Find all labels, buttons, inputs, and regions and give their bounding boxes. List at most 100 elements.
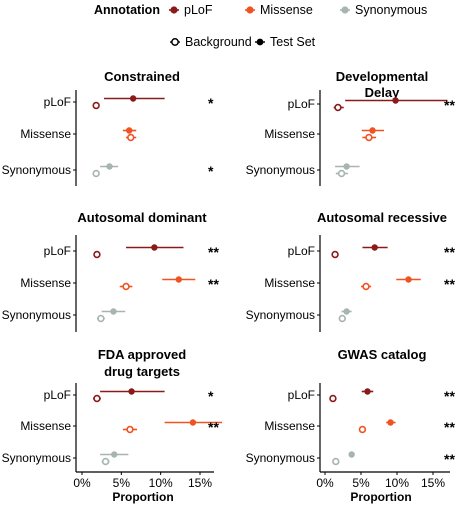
legend-item-missense: Missense <box>245 3 313 17</box>
chart-panels: ConstrainedpLoFMissenseSynonymous**Devel… <box>2 69 456 504</box>
category-label: Synonymous <box>246 163 315 177</box>
background-point <box>338 314 346 323</box>
category-label: Synonymous <box>2 451 71 465</box>
background-point <box>127 133 135 142</box>
category-label: Synonymous <box>2 308 71 322</box>
background-point <box>92 101 100 110</box>
legend-label-missense: Missense <box>260 3 313 17</box>
background-point <box>358 425 367 434</box>
test-set-marker-icon <box>256 38 264 46</box>
category-label: Missense <box>264 419 315 433</box>
panel-title: FDA approved <box>98 347 186 362</box>
panel-autosomal-recessive: Autosomal recessive pLoF Missense Synonymou… <box>246 210 455 332</box>
significance-label: ** <box>208 419 219 435</box>
significance-label: * <box>208 95 214 111</box>
background-point <box>365 133 373 142</box>
background-point <box>93 394 101 403</box>
category-label: Synonymous <box>246 451 315 465</box>
test-point <box>371 244 378 251</box>
significance-label: * <box>208 163 214 179</box>
panel-gwas-catalog: GWAS catalog pLoF Missense Synonymous ** ** **… <box>246 347 456 504</box>
background-point <box>92 169 100 178</box>
category-label: pLoF <box>288 388 315 402</box>
legend: Annotation pLoF Missense Synonymous Backgrou… <box>94 3 427 49</box>
test-point <box>348 451 355 458</box>
legend-label-set: Test Set <box>270 35 316 49</box>
panel-title: Delay <box>365 85 400 100</box>
background-point <box>362 282 370 291</box>
background-marker-icon <box>171 38 179 46</box>
legend-label-set: Background <box>185 35 252 49</box>
significance-label: ** <box>208 276 219 292</box>
category-label: Missense <box>20 276 71 290</box>
category-label: pLoF <box>44 244 71 258</box>
test-point <box>189 419 197 426</box>
test-point <box>364 388 371 395</box>
significance-label: ** <box>444 451 455 467</box>
legend-item-plof: pLoF <box>169 3 213 17</box>
background-point <box>337 169 346 178</box>
panel-title: Constrained <box>104 69 180 84</box>
panel-title: drug targets <box>104 364 180 379</box>
significance-label: * <box>208 388 214 404</box>
category-label: pLoF <box>44 95 71 109</box>
significance-label: ** <box>444 244 455 260</box>
legend-label-synonymous: Synonymous <box>355 3 427 17</box>
test-point <box>392 97 399 104</box>
test-point <box>110 308 117 315</box>
background-point <box>334 103 342 112</box>
panel-fda-approved-drug-targets: FDA approved drug targets pLoF Missense Syno… <box>2 347 223 504</box>
legend-title: Annotation <box>94 3 160 17</box>
background-point <box>329 394 337 403</box>
significance-label: ** <box>444 97 455 113</box>
panel-title: Developmental <box>336 69 428 84</box>
background-point <box>101 457 110 466</box>
test-point <box>369 127 376 134</box>
legend-dot-missense <box>246 6 254 14</box>
background-point <box>122 282 130 291</box>
category-label: Missense <box>264 276 315 290</box>
significance-label: ** <box>208 244 219 260</box>
background-point <box>331 250 339 259</box>
x-tick-label: 0% <box>73 476 91 490</box>
legend-item-synonymous: Synonymous <box>340 3 427 17</box>
test-point <box>111 451 118 458</box>
x-tick-label: 10% <box>385 476 409 490</box>
panel-title: Autosomal dominant <box>77 210 207 225</box>
test-point <box>129 95 137 102</box>
x-tick-label: 5% <box>352 476 370 490</box>
x-axis-title: Proportion <box>350 490 411 504</box>
significance-label: ** <box>444 388 455 404</box>
x-tick-label: 15% <box>421 476 445 490</box>
panel-constrained: Constrained pLoF Missense Synonymous * * <box>2 69 214 186</box>
legend-item-test-set: Test Set <box>255 35 316 49</box>
test-point <box>387 419 394 426</box>
x-tick-label: 15% <box>188 476 212 490</box>
legend-dot-plof <box>170 6 178 14</box>
test-point <box>126 127 133 134</box>
background-point <box>332 457 340 466</box>
category-label: Missense <box>20 127 71 141</box>
category-label: pLoF <box>44 388 71 402</box>
test-point <box>175 276 182 283</box>
category-label: pLoF <box>288 97 315 111</box>
panel-title: Autosomal recessive <box>317 210 447 225</box>
legend-label-plof: pLoF <box>184 3 213 17</box>
test-point <box>106 163 113 170</box>
test-point <box>151 244 158 251</box>
category-label: Synonymous <box>2 163 71 177</box>
legend-dot-synonymous <box>341 6 349 14</box>
background-point <box>93 250 101 259</box>
x-tick-label: 5% <box>113 476 131 490</box>
background-point <box>97 314 105 323</box>
x-axis-title: Proportion <box>112 490 173 504</box>
category-label: Synonymous <box>246 308 315 322</box>
significance-label: ** <box>444 419 455 435</box>
test-point <box>128 388 135 395</box>
legend-item-background: Background <box>170 35 252 49</box>
category-label: pLoF <box>288 244 315 258</box>
panel-autosomal-dominant: Autosomal dominant pLoF Missense Synonymous… <box>2 210 219 332</box>
test-point <box>343 308 350 315</box>
